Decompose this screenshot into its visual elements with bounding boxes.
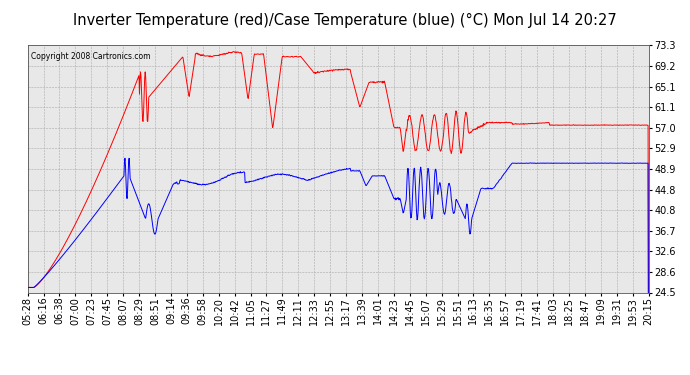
Text: Copyright 2008 Cartronics.com: Copyright 2008 Cartronics.com (31, 53, 150, 62)
Text: Inverter Temperature (red)/Case Temperature (blue) (°C) Mon Jul 14 20:27: Inverter Temperature (red)/Case Temperat… (73, 13, 617, 28)
